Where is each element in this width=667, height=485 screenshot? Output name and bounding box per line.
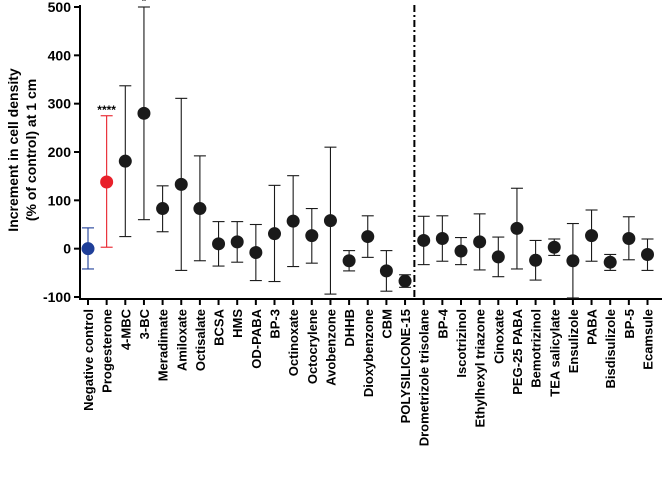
y-tick-label: 300 (48, 96, 72, 112)
data-point (175, 178, 188, 191)
y-tick-label: 0 (63, 241, 71, 257)
x-tick-label: Octocrylene (305, 309, 320, 384)
data-point (585, 229, 598, 242)
x-tick-label: Meradimate (156, 309, 171, 381)
data-point (399, 275, 412, 288)
x-tick-label: BP-3 (268, 309, 283, 339)
data-point (268, 227, 281, 240)
x-tick-label: DHHB (342, 309, 357, 347)
data-point (137, 107, 150, 120)
x-tick-label: Iscotrizinol (454, 309, 469, 378)
y-tick-label: -100 (43, 289, 71, 305)
x-tick-label: Avobenzone (323, 309, 338, 386)
x-tick-label: BCSA (212, 308, 227, 345)
x-tick-label: TEA salicylate (547, 309, 562, 397)
data-point (119, 155, 132, 168)
data-point (212, 237, 225, 250)
y-axis-title-line2: (% of control) at 1 cm (23, 79, 39, 221)
x-tick-label: Bisdisulizole (603, 309, 618, 388)
x-tick-label: Progesterone (100, 309, 115, 393)
y-axis-title-line1: Increment in cell density (5, 68, 21, 232)
data-point (156, 202, 169, 215)
data-point (510, 222, 523, 235)
x-tick-label: 4-MBC (118, 308, 133, 350)
x-tick-label: HMS (230, 309, 245, 338)
y-tick-label: 400 (48, 47, 72, 63)
significance-mark: * (142, 0, 147, 8)
data-point (324, 214, 337, 227)
y-tick-label: 500 (48, 0, 72, 15)
data-point (566, 254, 579, 267)
x-tick-label: Ensulizole (566, 309, 581, 373)
error-bars (82, 7, 654, 298)
data-point (287, 215, 300, 228)
data-point (622, 232, 635, 245)
data-point (380, 264, 393, 277)
x-tick-label: CBM (379, 309, 394, 339)
data-point (417, 234, 430, 247)
y-tick-label: 100 (48, 192, 72, 208)
significance-marks: ***** (97, 0, 146, 117)
data-point (361, 230, 374, 243)
y-ticks: -100 0 100 200 300 400 500 (43, 0, 80, 305)
x-tick-label: Ethylhexyl triazone (473, 309, 488, 427)
x-tick-label: Drometrizole trisolane (417, 309, 432, 446)
x-tick-label: BP-5 (622, 309, 637, 339)
data-point (641, 248, 654, 261)
x-tick-label: 3-BC (137, 308, 152, 339)
x-tick-label: Cinoxate (491, 309, 506, 364)
data-point (249, 246, 262, 259)
x-tick-label: Negative control (81, 309, 96, 411)
x-tick-label: OD-PABA (249, 308, 264, 368)
x-tick-label: BP-4 (435, 308, 450, 338)
data-point (100, 175, 113, 188)
x-tick-label: PABA (585, 308, 600, 344)
data-point (492, 250, 505, 263)
data-point (231, 235, 244, 248)
x-tick-label: Amiloxate (174, 309, 189, 371)
x-tick-label: Octisalate (193, 309, 208, 371)
x-tick-label: Dioxybenzone (361, 309, 376, 397)
data-point (548, 241, 561, 254)
x-tick-label: POLYSILICONE-15 (398, 309, 413, 423)
x-tick-label: Octinoxate (286, 309, 301, 376)
data-points (82, 107, 655, 288)
data-point (529, 254, 542, 267)
data-point (343, 254, 356, 267)
data-point (473, 235, 486, 248)
x-ticks: Negative control Progesterone 4-MBC 3-BC Mer… (81, 299, 656, 446)
x-tick-label: Bemotrizinol (529, 309, 544, 388)
y-tick-label: 200 (48, 144, 72, 160)
data-point (82, 242, 95, 255)
data-point (604, 256, 617, 269)
chart: Increment in cell density (% of control)… (0, 0, 667, 485)
significance-mark: **** (97, 103, 116, 117)
x-tick-label: Ecamsule (641, 309, 656, 370)
data-point (305, 229, 318, 242)
y-axis-title: Increment in cell density (% of control)… (5, 68, 39, 232)
x-tick-label: PEG-25 PABA (510, 308, 525, 394)
data-point (436, 232, 449, 245)
data-point (455, 245, 468, 258)
data-point (193, 202, 206, 215)
